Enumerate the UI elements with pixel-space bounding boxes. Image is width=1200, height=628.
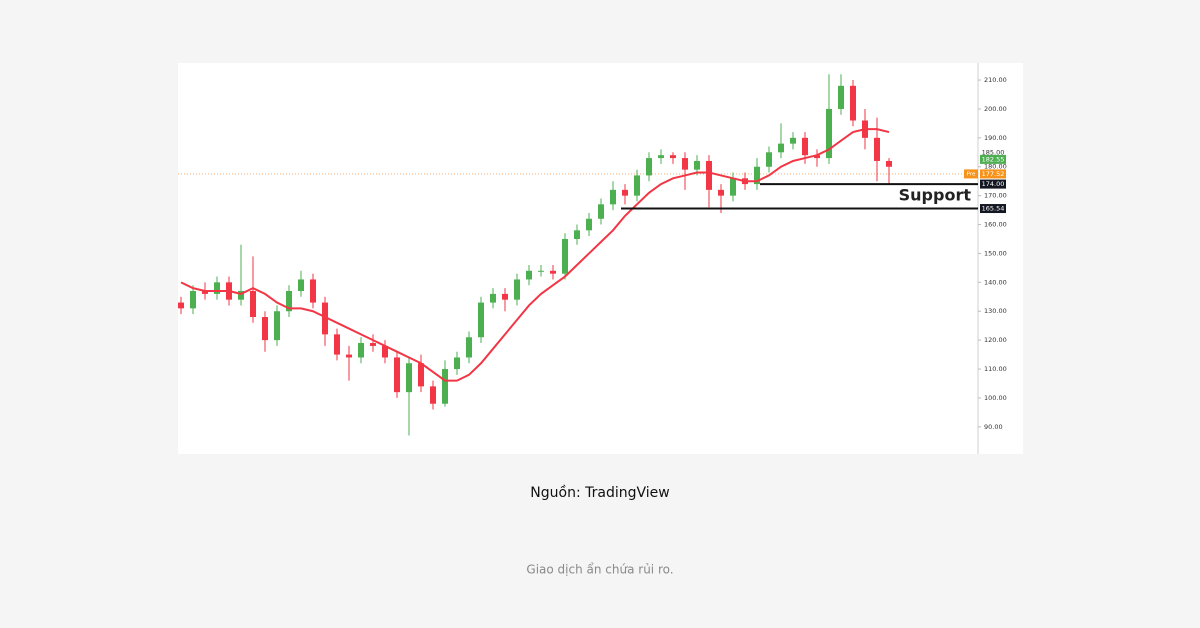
y-tick-label: 110.00 bbox=[984, 365, 1007, 373]
candle-body bbox=[670, 155, 676, 159]
candle-body bbox=[634, 175, 640, 196]
chart-panel bbox=[178, 63, 1023, 454]
candle-body bbox=[394, 357, 400, 393]
candle-body bbox=[550, 270, 556, 274]
candle-body bbox=[502, 293, 508, 300]
moving-average bbox=[180, 128, 890, 382]
price-tag bbox=[980, 204, 1006, 214]
candle-body bbox=[838, 85, 844, 109]
candle-body bbox=[178, 302, 184, 309]
candle-body bbox=[358, 343, 364, 358]
support-price-label: 174.00 bbox=[982, 180, 1005, 188]
disclaimer: Giao dịch ẩn chứa rủi ro. bbox=[526, 563, 673, 577]
y-tick-label: 210.00 bbox=[984, 76, 1007, 84]
candle-body bbox=[322, 302, 328, 335]
price-tag bbox=[980, 154, 1006, 164]
candle-body bbox=[274, 311, 280, 341]
candle-body bbox=[454, 357, 460, 370]
candle-body bbox=[490, 293, 496, 303]
candle-body bbox=[622, 189, 628, 196]
candle-body bbox=[658, 155, 664, 159]
candle-body bbox=[886, 160, 892, 167]
candle-body bbox=[514, 279, 520, 300]
y-tick-label: 120.00 bbox=[984, 336, 1007, 344]
candle-body bbox=[262, 317, 268, 341]
y-tick-label: 140.00 bbox=[984, 278, 1007, 286]
candle-body bbox=[310, 279, 316, 303]
y-tick-label: 130.00 bbox=[984, 307, 1007, 315]
y-tick-label: 170.00 bbox=[984, 192, 1007, 200]
candle-body bbox=[466, 337, 472, 358]
price-tag bbox=[980, 179, 1006, 189]
candle-body bbox=[346, 354, 352, 358]
pre-market-price-label: 177.52 bbox=[982, 170, 1005, 178]
y-tick-label: 100.00 bbox=[984, 394, 1007, 402]
candle-body bbox=[610, 189, 616, 205]
candle-body bbox=[694, 160, 700, 170]
candle-body bbox=[790, 137, 796, 144]
y-tick-label: 180.00 bbox=[984, 163, 1007, 171]
caption: Nguồn: TradingView bbox=[530, 484, 669, 501]
last-price-label: 182.55 bbox=[982, 155, 1005, 163]
y-tick-label: 150.00 bbox=[984, 249, 1007, 257]
candle-body bbox=[526, 270, 532, 280]
candle-body bbox=[238, 291, 244, 300]
candle-body bbox=[190, 291, 196, 309]
candle-body bbox=[538, 270, 544, 272]
candle-body bbox=[826, 108, 832, 159]
y-tick-label: 190.00 bbox=[984, 134, 1007, 142]
candle-body bbox=[646, 158, 652, 176]
candle-body bbox=[754, 166, 760, 185]
candle-body bbox=[778, 143, 784, 153]
candle-body bbox=[286, 291, 292, 312]
y-tick-label: 90.00 bbox=[984, 423, 1003, 431]
candle-body bbox=[442, 369, 448, 404]
pre-market-tag: Pre bbox=[967, 171, 976, 177]
candle-body bbox=[802, 137, 808, 156]
candle-body bbox=[250, 291, 256, 318]
candle-body bbox=[766, 152, 772, 167]
candle-body bbox=[874, 137, 880, 161]
candle-body bbox=[370, 343, 376, 346]
candle-body bbox=[298, 279, 304, 292]
candle-body bbox=[814, 155, 820, 159]
candle-body bbox=[586, 218, 592, 231]
price-tag bbox=[980, 169, 1006, 179]
candle-body bbox=[718, 189, 724, 196]
candle-body bbox=[214, 282, 220, 294]
marker-label: 185.00 bbox=[982, 148, 1005, 156]
candle-body bbox=[334, 334, 340, 355]
candle-body bbox=[730, 178, 736, 196]
y-tick-label: 160.00 bbox=[984, 221, 1007, 229]
candle-body bbox=[382, 345, 388, 358]
candle-body bbox=[406, 363, 412, 393]
candle-body bbox=[562, 238, 568, 274]
candle-body bbox=[574, 230, 580, 239]
candle-body bbox=[202, 291, 208, 294]
candle-body bbox=[598, 204, 604, 219]
candle-body bbox=[850, 85, 856, 121]
candle-body bbox=[706, 160, 712, 190]
support-label: Support bbox=[899, 186, 972, 205]
candle-body bbox=[682, 158, 688, 170]
candle-body bbox=[478, 302, 484, 338]
support-price-label: 165.54 bbox=[982, 205, 1005, 213]
y-tick-label: 200.00 bbox=[984, 105, 1007, 113]
candle-body bbox=[418, 363, 424, 387]
price-tag bbox=[964, 169, 978, 179]
candle-body bbox=[430, 386, 436, 404]
